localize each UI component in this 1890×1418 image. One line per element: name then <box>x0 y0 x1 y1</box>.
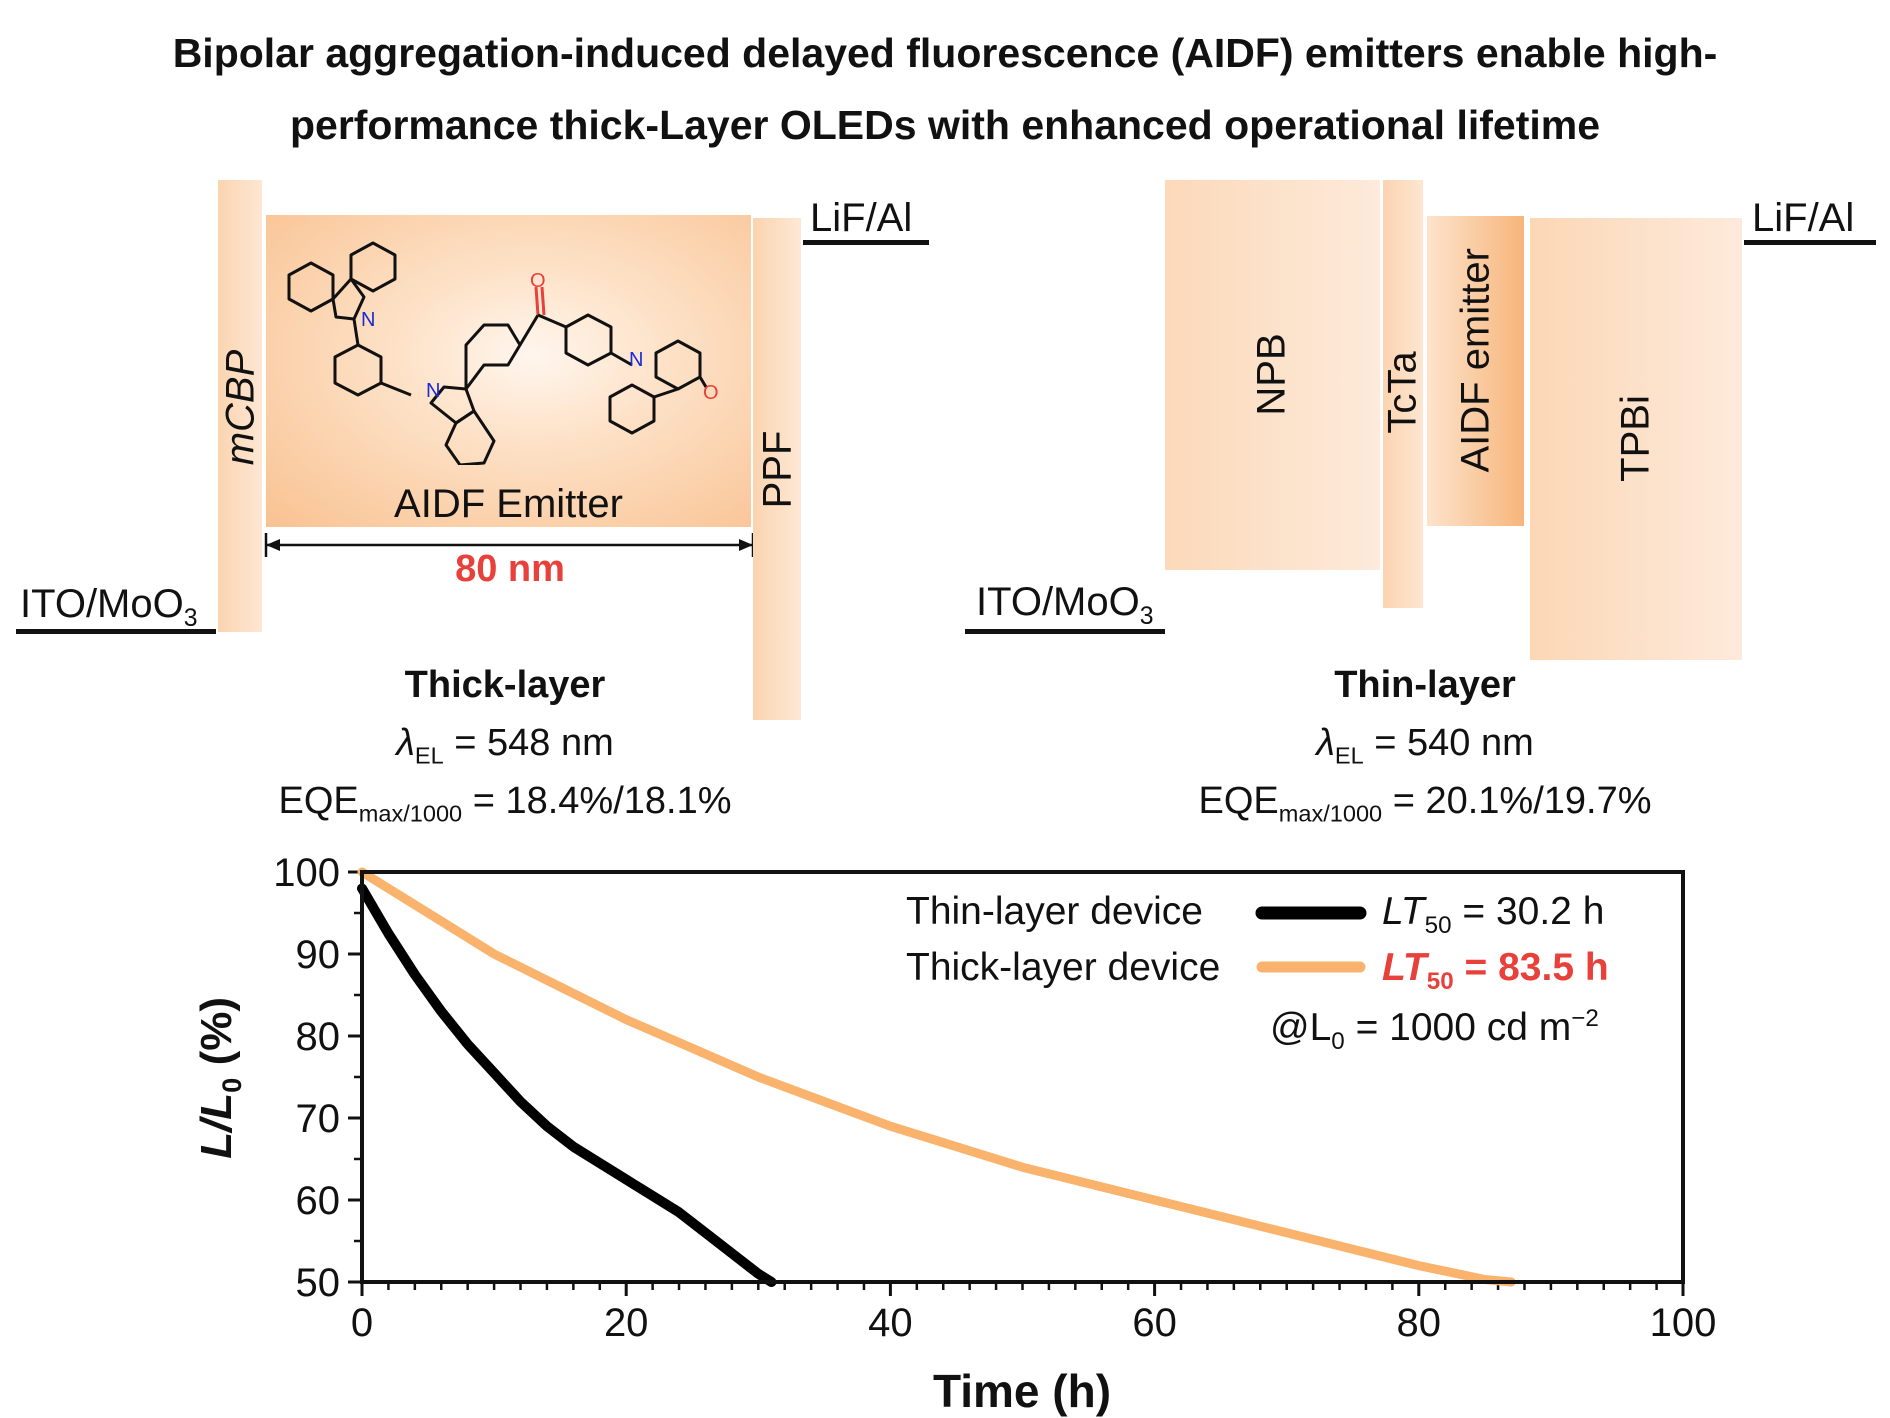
molecule-o2-label: O <box>703 382 719 404</box>
plot-frame <box>360 870 1685 1284</box>
y-axis-label: L/L0 (%) <box>192 996 247 1159</box>
thin-layer-point <box>650 1193 655 1198</box>
thick-cathode-line <box>803 240 929 245</box>
thin-caption-lambda: λEL = 540 nm <box>1316 722 1534 769</box>
thin-layer-point <box>729 1251 734 1256</box>
thickness-label: 80 nm <box>455 548 565 590</box>
thick-layer-point <box>1020 1165 1025 1170</box>
thin-anode-line <box>965 629 1165 634</box>
thin-layer-point <box>439 1009 444 1014</box>
thick-layer-point <box>624 1017 629 1022</box>
legend-thick-name: Thick-layer device <box>906 946 1221 989</box>
thick-layer-point <box>1350 1247 1355 1252</box>
x-tick-label: 0 <box>351 1301 373 1345</box>
thick-layer-point <box>1416 1263 1421 1268</box>
x-tick-label: 40 <box>868 1301 913 1345</box>
thick-anode-line <box>16 629 216 634</box>
y-tick-label: 100 <box>273 851 340 895</box>
luminance-annotation: @L0 = 1000 cd m−2 <box>1270 1005 1599 1055</box>
legend-thin-name: Thin-layer device <box>906 890 1203 933</box>
thin-cathode-label: LiF/Al <box>1752 196 1855 240</box>
molecule-o1-label: O <box>530 270 546 292</box>
thick-emitter-label: AIDF Emitter <box>394 482 623 526</box>
molecule-n3-label: N <box>629 349 643 371</box>
thin-layer-point <box>703 1230 708 1235</box>
thick-layer-point <box>1152 1198 1157 1202</box>
y-tick-label: 90 <box>296 933 341 977</box>
thin-tcta-bar <box>1383 180 1423 608</box>
thick-layer-point <box>690 1046 695 1051</box>
y-tick-label: 60 <box>296 1179 341 1223</box>
thick-emitter-block <box>266 215 751 527</box>
legend-thick-lt: LT50 = 83.5 h <box>1382 946 1609 995</box>
thick-layer-point <box>756 1075 761 1079</box>
thick-layer-point <box>558 984 563 989</box>
thick-cathode-label: LiF/Al <box>810 196 913 240</box>
thin-layer-point <box>571 1144 576 1149</box>
figure-title-line1: Bipolar aggregation-induced delayed fluo… <box>172 30 1718 76</box>
thin-cathode-line <box>1744 240 1876 245</box>
thin-caption-eqe: EQEmax/1000 = 20.1%/19.7% <box>1198 780 1652 827</box>
thick-layer-point <box>888 1124 893 1129</box>
thick-caption-eqe: EQEmax/1000 = 18.4%/18.1% <box>278 780 732 827</box>
thin-layer-point <box>518 1099 523 1104</box>
thick-caption-title: Thick-layer <box>404 664 606 706</box>
thick-anode-label: ITO/MoO3 <box>20 582 198 632</box>
molecule-n2-label: N <box>426 380 440 402</box>
x-tick-label: 20 <box>604 1301 649 1345</box>
thick-layer-point <box>822 1099 827 1104</box>
y-tick-label: 50 <box>296 1261 341 1305</box>
thick-layer-point <box>1086 1181 1091 1186</box>
thin-layer-point <box>756 1271 761 1276</box>
thick-emitter-molecule: N N N O O <box>287 241 719 465</box>
thick-layer-point <box>1284 1230 1289 1235</box>
thin-caption-title: Thin-layer <box>1334 664 1516 706</box>
thick-layer-point <box>1218 1214 1223 1219</box>
molecule-n1-label: N <box>361 309 375 331</box>
thin-layer-point <box>412 972 417 977</box>
figure-title-line2: performance thick-Layer OLEDs with enhan… <box>289 102 1601 148</box>
thick-mcbp-bar <box>218 180 262 632</box>
series-line-thin-layer <box>357 883 777 1287</box>
thin-layer-point <box>624 1177 629 1182</box>
thin-anode-label: ITO/MoO3 <box>976 580 1154 630</box>
thin-layer-point <box>465 1042 470 1047</box>
y-tick-label: 70 <box>296 1097 341 1141</box>
y-tick-label: 80 <box>296 1015 341 1059</box>
thin-layer-point <box>386 931 391 936</box>
x-axis-label: Time (h) <box>932 1365 1112 1417</box>
thin-npb-bar <box>1165 180 1380 570</box>
x-tick-label: 100 <box>1650 1301 1717 1345</box>
x-tick-label: 80 <box>1397 1301 1442 1345</box>
x-tick-label: 60 <box>1132 1301 1177 1345</box>
thick-layer-point <box>954 1144 959 1149</box>
thick-ppf-bar <box>753 218 801 720</box>
thick-layer-point <box>492 952 497 956</box>
thin-layer-point <box>597 1161 602 1166</box>
thin-layer-point <box>544 1124 549 1129</box>
thick-caption-lambda: λEL = 548 nm <box>396 722 614 769</box>
thick-layer-point <box>426 911 431 915</box>
thin-layer-point <box>492 1070 497 1075</box>
thin-tpbi-bar <box>1530 218 1742 660</box>
legend-thin-lt: LT50 = 30.2 h <box>1382 890 1605 939</box>
thin-emitter-bar <box>1427 216 1524 526</box>
thin-layer-point <box>677 1210 682 1215</box>
